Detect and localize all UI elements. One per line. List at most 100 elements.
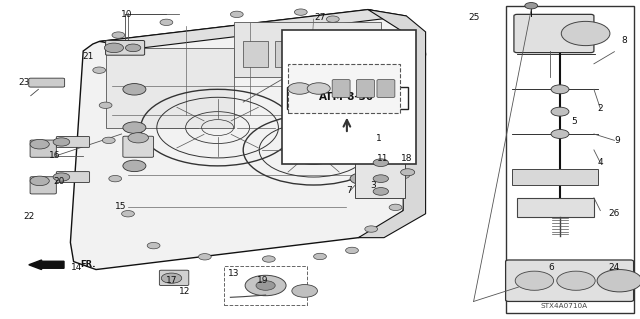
Text: 24: 24: [609, 263, 620, 272]
Circle shape: [256, 281, 275, 290]
FancyBboxPatch shape: [30, 140, 56, 157]
Circle shape: [394, 137, 406, 144]
Circle shape: [30, 139, 49, 149]
Circle shape: [123, 84, 146, 95]
Circle shape: [561, 21, 610, 46]
FancyBboxPatch shape: [56, 137, 90, 147]
Circle shape: [230, 11, 243, 18]
Circle shape: [373, 175, 388, 182]
Circle shape: [198, 254, 211, 260]
Text: 15: 15: [115, 202, 126, 211]
FancyBboxPatch shape: [355, 160, 405, 198]
Text: 7: 7: [346, 186, 351, 195]
Text: 20: 20: [54, 177, 65, 186]
Circle shape: [515, 271, 554, 290]
Text: 17: 17: [166, 276, 177, 285]
Polygon shape: [358, 10, 426, 238]
Text: FR.: FR.: [80, 260, 95, 269]
FancyBboxPatch shape: [275, 41, 300, 67]
Circle shape: [123, 160, 146, 172]
FancyBboxPatch shape: [56, 172, 90, 182]
FancyBboxPatch shape: [307, 41, 332, 67]
Circle shape: [104, 43, 124, 53]
Text: ATM-8-30: ATM-8-30: [319, 92, 374, 102]
Text: 19: 19: [257, 276, 268, 285]
Circle shape: [326, 16, 339, 22]
Text: 18: 18: [401, 154, 412, 163]
Circle shape: [122, 211, 134, 217]
Circle shape: [314, 253, 326, 260]
Circle shape: [109, 175, 122, 182]
Text: 14: 14: [71, 263, 83, 272]
Circle shape: [53, 138, 70, 146]
Circle shape: [160, 19, 173, 26]
FancyBboxPatch shape: [243, 41, 268, 67]
Circle shape: [350, 173, 373, 184]
Text: 16: 16: [49, 151, 60, 160]
FancyBboxPatch shape: [377, 80, 395, 98]
Circle shape: [397, 172, 410, 179]
Circle shape: [346, 247, 358, 254]
FancyBboxPatch shape: [506, 6, 634, 313]
FancyBboxPatch shape: [339, 41, 364, 67]
FancyBboxPatch shape: [288, 64, 400, 113]
FancyBboxPatch shape: [506, 260, 634, 301]
FancyBboxPatch shape: [106, 41, 145, 55]
Text: 3: 3: [371, 181, 376, 189]
FancyBboxPatch shape: [355, 146, 381, 158]
FancyBboxPatch shape: [159, 270, 189, 286]
FancyArrow shape: [29, 260, 64, 270]
Circle shape: [373, 188, 388, 195]
FancyBboxPatch shape: [29, 78, 65, 87]
Circle shape: [389, 204, 402, 211]
Circle shape: [93, 67, 106, 73]
FancyBboxPatch shape: [332, 80, 350, 98]
FancyBboxPatch shape: [282, 30, 416, 164]
Circle shape: [147, 242, 160, 249]
FancyBboxPatch shape: [224, 266, 307, 305]
FancyBboxPatch shape: [30, 177, 56, 194]
Text: 21: 21: [83, 52, 94, 61]
Circle shape: [102, 137, 115, 144]
Circle shape: [292, 285, 317, 297]
Circle shape: [525, 3, 538, 9]
Text: 12: 12: [179, 287, 190, 296]
Circle shape: [99, 102, 112, 108]
Text: 9: 9: [615, 136, 620, 145]
FancyBboxPatch shape: [356, 80, 374, 98]
Text: 26: 26: [609, 209, 620, 218]
FancyBboxPatch shape: [234, 22, 381, 77]
Circle shape: [123, 122, 146, 133]
Polygon shape: [70, 10, 426, 270]
Circle shape: [551, 85, 569, 94]
Circle shape: [307, 83, 330, 94]
Text: 8: 8: [621, 36, 627, 45]
Text: 2: 2: [598, 104, 603, 113]
Circle shape: [551, 130, 569, 138]
Circle shape: [347, 96, 370, 108]
FancyBboxPatch shape: [106, 48, 234, 128]
FancyBboxPatch shape: [514, 14, 594, 53]
Circle shape: [557, 271, 595, 290]
Circle shape: [373, 159, 388, 167]
Circle shape: [387, 99, 400, 105]
Circle shape: [365, 38, 378, 45]
Circle shape: [262, 256, 275, 262]
Circle shape: [378, 64, 390, 70]
FancyBboxPatch shape: [512, 169, 598, 185]
FancyBboxPatch shape: [517, 198, 594, 217]
Text: 10: 10: [121, 10, 132, 19]
Circle shape: [112, 32, 125, 38]
Circle shape: [53, 173, 70, 181]
Circle shape: [128, 133, 148, 143]
Text: 4: 4: [598, 158, 603, 167]
Text: 13: 13: [228, 269, 239, 278]
Text: 11: 11: [377, 154, 388, 163]
Circle shape: [401, 153, 415, 160]
FancyBboxPatch shape: [287, 87, 408, 109]
Text: 27: 27: [314, 13, 326, 22]
Text: 1: 1: [376, 134, 381, 143]
Circle shape: [294, 9, 307, 15]
Circle shape: [350, 135, 373, 146]
Text: 25: 25: [468, 13, 479, 22]
